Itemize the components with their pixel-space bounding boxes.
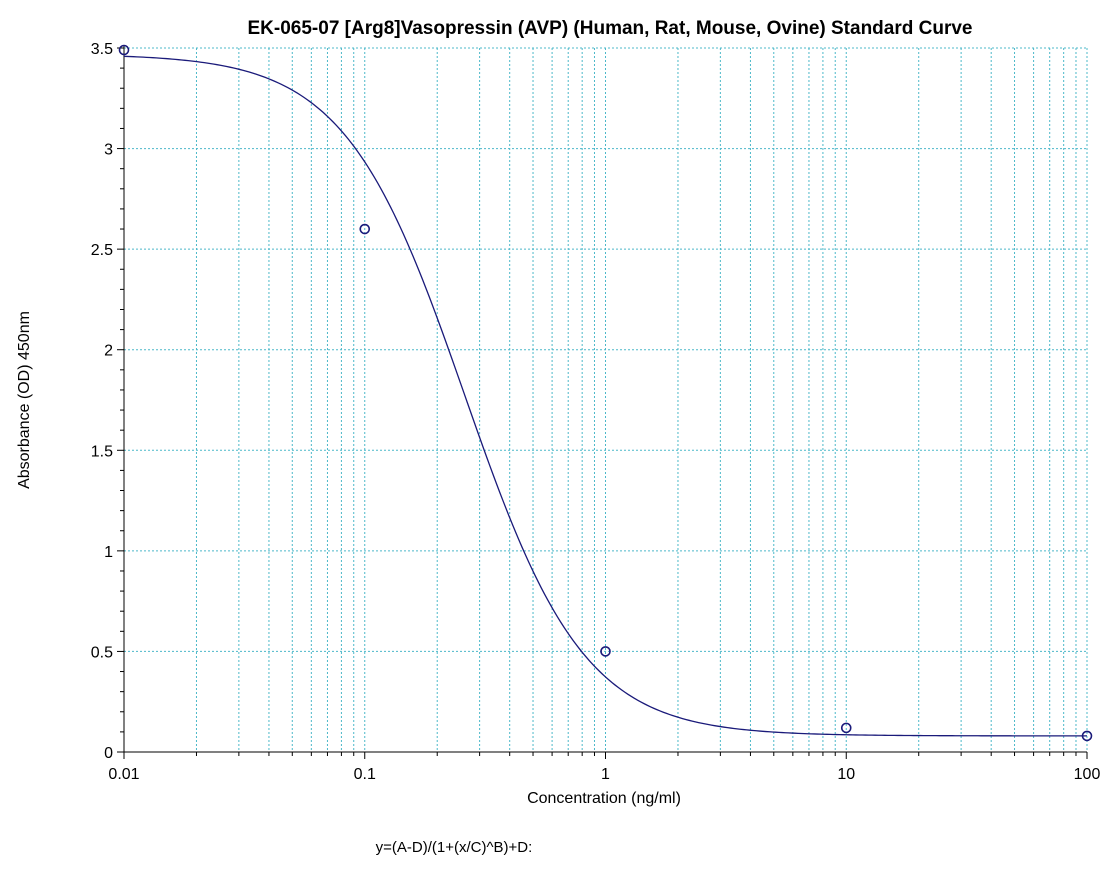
x-tick-label: 100 <box>1074 766 1101 783</box>
y-axis-label: Absorbance (OD) 450nm <box>16 311 33 489</box>
x-tick-label: 1 <box>601 766 610 783</box>
data-point <box>359 223 371 235</box>
data-point <box>600 646 611 657</box>
data-points <box>118 44 1093 742</box>
fit-curve-layer <box>123 55 1087 737</box>
y-tick-label: 0 <box>104 745 113 762</box>
x-tick-label: 0.01 <box>108 766 139 783</box>
y-tick-label: 2.5 <box>91 242 113 259</box>
y-tick-label: 0.5 <box>91 644 113 661</box>
x-axis-label: Concentration (ng/ml) <box>527 790 681 807</box>
grid-lines <box>124 47 1088 752</box>
x-tick-label: 10 <box>837 766 855 783</box>
tick-labels: 0 0.5 1 1.5 2 2.5 3 3.5 0.01 0.1 1 10 100 <box>91 41 1101 783</box>
fit-equation: y=(A-D)/(1+(x/C)^B)+D: <box>376 839 533 856</box>
data-point <box>840 722 852 734</box>
axes <box>117 45 1088 759</box>
chart-title: EK-065-07 [Arg8]Vasopressin (AVP) (Human… <box>248 18 973 39</box>
x-tick-label: 0.1 <box>354 766 376 783</box>
fit-curve <box>123 55 1087 737</box>
y-tick-label: 1.5 <box>91 443 113 460</box>
y-tick-label: 3.5 <box>91 41 113 58</box>
data-point <box>118 44 130 56</box>
y-tick-label: 2 <box>104 343 113 360</box>
y-tick-label: 1 <box>104 544 113 561</box>
y-tick-label: 3 <box>104 142 113 159</box>
data-point <box>1081 730 1093 742</box>
